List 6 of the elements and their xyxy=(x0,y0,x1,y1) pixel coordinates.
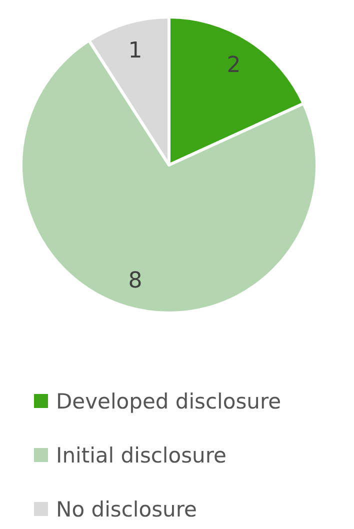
legend-label: Initial disclosure xyxy=(56,443,226,468)
data-label: 8 xyxy=(128,268,142,294)
legend-label: Developed disclosure xyxy=(56,389,282,414)
legend-label: No disclosure xyxy=(56,497,197,522)
data-label: 1 xyxy=(128,38,142,64)
data-label: 2 xyxy=(226,52,241,78)
